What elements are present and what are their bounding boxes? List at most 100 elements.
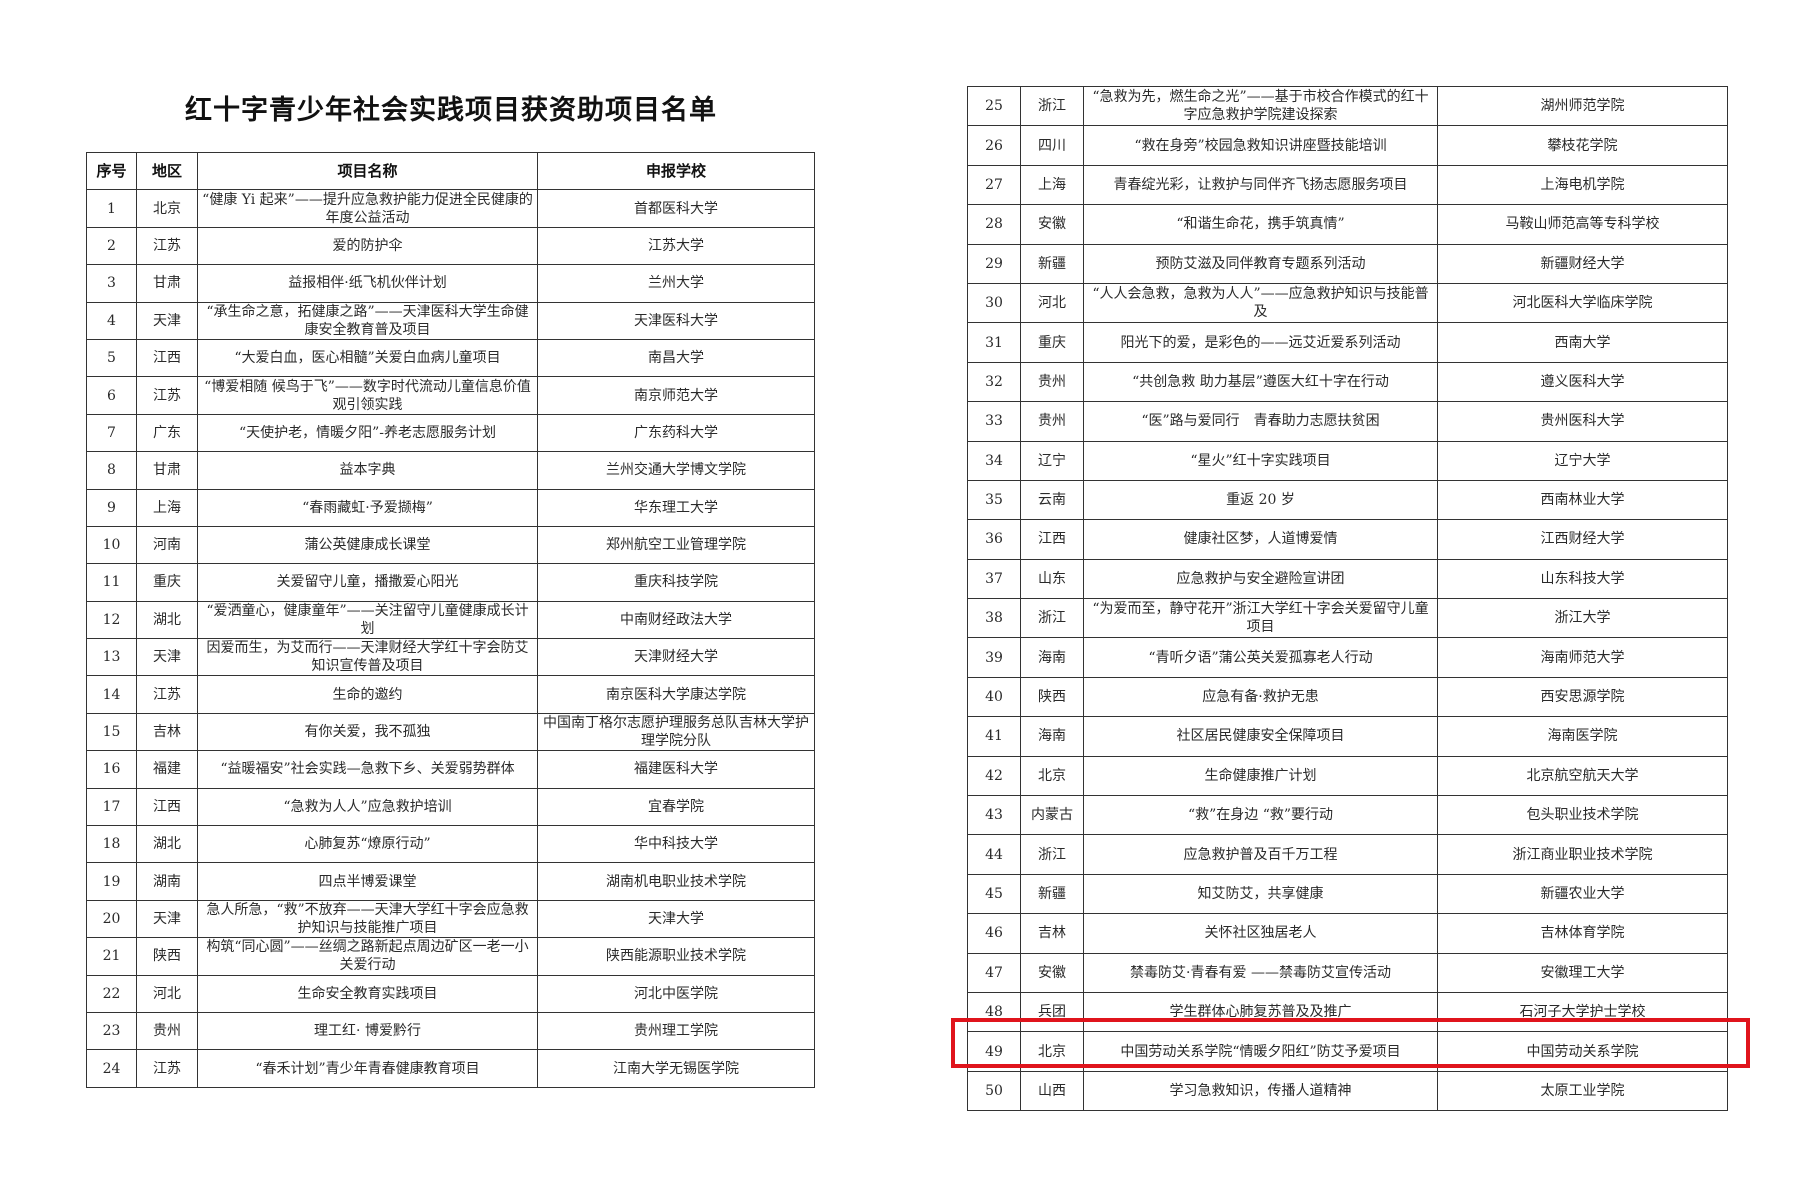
cell-region: 安徽 [1020,952,1084,993]
cell-project: “承生命之意，拓健康之路”——天津医科大学生命健康安全教育普及项目 [197,301,538,340]
cell-no: 50 [967,1070,1021,1112]
cell-project: 益本字典 [197,451,538,490]
table-row: 8 甘肃 益本字典 兰州交通大学博文学院 [86,451,815,490]
cell-project: 爱的防护伞 [197,226,538,266]
cell-school: 贵州医科大学 [1437,401,1728,442]
cell-school: 中南财经政法大学 [537,600,815,640]
cell-no: 33 [967,401,1021,442]
cell-region: 广东 [136,413,198,453]
cell-school: 辽宁大学 [1437,440,1728,481]
cell-school: 郑州航空工业管理学院 [537,525,815,565]
cell-project: “急救为先，燃生命之光”——基于市校合作模式的红十字应急救护学院建设探索 [1083,85,1438,127]
table-row: 1 北京 “健康 Yi 起来”——提升应急救护能力促进全民健康的年度公益活动 首都医科… [86,189,815,228]
cell-project: “青听夕语”蒲公英关爱孤寡老人行动 [1083,637,1438,678]
cell-project: 有你关爱，我不孤独 [197,712,538,752]
table-row: 37 山东 应急救护与安全避险宣讲团 山东科技大学 [967,558,1728,600]
cell-project: 心肺复苏“燎原行动” [197,825,538,864]
cell-school: 南京医科大学康达学院 [537,675,815,714]
table-row: 50 山西 学习急救知识，传播人道精神 太原工业学院 [967,1070,1728,1112]
cell-school: 攀枝花学院 [1437,125,1728,166]
table-row: 42 北京 生命健康推广计划 北京航空航天大学 [967,755,1728,797]
cell-school: 西安思源学院 [1437,676,1728,718]
cell-project: “和谐生命花，携手筑真情” [1083,204,1438,245]
cell-region: 福建 [136,750,198,789]
table-row: 4 天津 “承生命之意，拓健康之路”——天津医科大学生命健康安全教育普及项目 天津医科… [86,301,815,340]
cell-school: 湖南机电职业技术学院 [537,862,815,901]
cell-no: 47 [967,952,1021,993]
table-row: 31 重庆 阳光下的爱，是彩色的——远艾近爱系列活动 西南大学 [967,322,1728,363]
cell-region: 甘肃 [136,451,198,490]
cell-project: 社区居民健康安全保障项目 [1083,716,1438,757]
table-row: 13 天津 因爱而生，为艾而行——天津财经大学红十字会防艾知识宣传普及项目 天津财经大… [86,638,815,677]
table-row: 2 江苏 爱的防护伞 江苏大学 [86,226,815,266]
cell-no: 13 [86,638,137,677]
table-row: 6 江苏 “博爱相随 候鸟于飞”——数字时代流动儿童信息价值观引领实践 南京师范大学 [86,376,815,415]
cell-school: 兰州大学 [537,264,815,303]
cell-project: “急救为人人”应急救护培训 [197,787,538,827]
cell-no: 48 [967,991,1021,1033]
cell-project: 健康社区梦，人道博爱情 [1083,519,1438,560]
cell-no: 12 [86,600,137,640]
table-header-row: 序号 地区 项目名称 申报学校 [86,151,815,191]
cell-region: 江西 [136,787,198,827]
cell-project: 关怀社区独居老人 [1083,913,1438,954]
table-row: 32 贵州 “共创急救 助力基层”遵医大红十字在行动 遵义医科大学 [967,361,1728,403]
cell-region: 湖北 [136,825,198,864]
cell-school: 吉林体育学院 [1437,913,1728,954]
table-row: 3 甘肃 益报相伴·纸飞机伙伴计划 兰州大学 [86,264,815,303]
cell-school: 天津医科大学 [537,301,815,340]
cell-no: 43 [967,795,1021,836]
cell-region: 河南 [136,525,198,565]
cell-region: 上海 [1020,164,1084,206]
cell-no: 4 [86,301,137,340]
cell-school: 江苏大学 [537,226,815,266]
cell-region: 云南 [1020,479,1084,521]
cell-region: 山西 [1020,1070,1084,1112]
table-row: 9 上海 “春雨藏虹·予爱撷梅” 华东理工大学 [86,488,815,527]
cell-project: “为爱而至，静守花开”浙江大学红十字会关爱留守儿童项目 [1083,598,1438,639]
cell-school: 浙江大学 [1437,598,1728,639]
cell-no: 45 [967,873,1021,915]
cell-project: “救在身旁”校园急救知识讲座暨技能培训 [1083,125,1438,166]
table-row: 47 安徽 禁毒防艾·青春有爱 ——禁毒防艾宣传活动 安徽理工大学 [967,952,1728,993]
cell-region: 兵团 [1020,991,1084,1033]
table-row: 21 陕西 构筑“同心圆”——丝绸之路新起点周边矿区一老一小关爱行动 陕西能源职业技术… [86,937,815,976]
table-row: 33 贵州 “医”路与爱同行 青春助力志愿扶贫困 贵州医科大学 [967,401,1728,442]
cell-school: 首都医科大学 [537,189,815,228]
table-row: 14 江苏 生命的邀约 南京医科大学康达学院 [86,675,815,714]
cell-school: 浙江商业职业技术学院 [1437,834,1728,875]
cell-region: 上海 [136,488,198,527]
cell-no: 3 [86,264,137,303]
table-row: 7 广东 “天使护老，情暖夕阳”-养老志愿服务计划 广东药科大学 [86,413,815,453]
cell-project: 理工红· 博爱黔行 [197,1011,538,1051]
table-row: 39 海南 “青听夕语”蒲公英关爱孤寡老人行动 海南师范大学 [967,637,1728,678]
cell-project: 急人所急，“救”不放弃——天津大学红十字会应急救护知识与技能推广项目 [197,899,538,939]
cell-school: 天津财经大学 [537,638,815,677]
cell-region: 北京 [1020,1031,1084,1072]
table-row: 35 云南 重返 20 岁西南林业大学 [967,479,1728,521]
cell-region: 江苏 [136,1049,198,1088]
table-row: 18 湖北 心肺复苏“燎原行动” 华中科技大学 [86,825,815,864]
cell-no: 32 [967,361,1021,403]
cell-no: 39 [967,637,1021,678]
header-region: 地区 [136,151,198,191]
cell-region: 浙江 [1020,834,1084,875]
cell-school: 河北医科大学临床学院 [1437,282,1728,324]
cell-project: 生命健康推广计划 [1083,755,1438,797]
cell-no: 15 [86,712,137,752]
header-school: 申报学校 [537,151,815,191]
cell-school: 湖州师范学院 [1437,85,1728,127]
cell-region: 贵州 [1020,361,1084,403]
cell-region: 内蒙古 [1020,795,1084,836]
cell-no: 49 [967,1031,1021,1072]
cell-school: 广东药科大学 [537,413,815,453]
cell-region: 重庆 [136,563,198,602]
table-row: 10 河南 蒲公英健康成长课堂 郑州航空工业管理学院 [86,525,815,565]
cell-project: 知艾防艾，共享健康 [1083,873,1438,915]
cell-school: 西南林业大学 [1437,479,1728,521]
cell-region: 安徽 [1020,204,1084,245]
cell-school: 重庆科技学院 [537,563,815,602]
cell-region: 陕西 [1020,676,1084,718]
cell-region: 四川 [1020,125,1084,166]
cell-school: 石河子大学护士学校 [1437,991,1728,1033]
